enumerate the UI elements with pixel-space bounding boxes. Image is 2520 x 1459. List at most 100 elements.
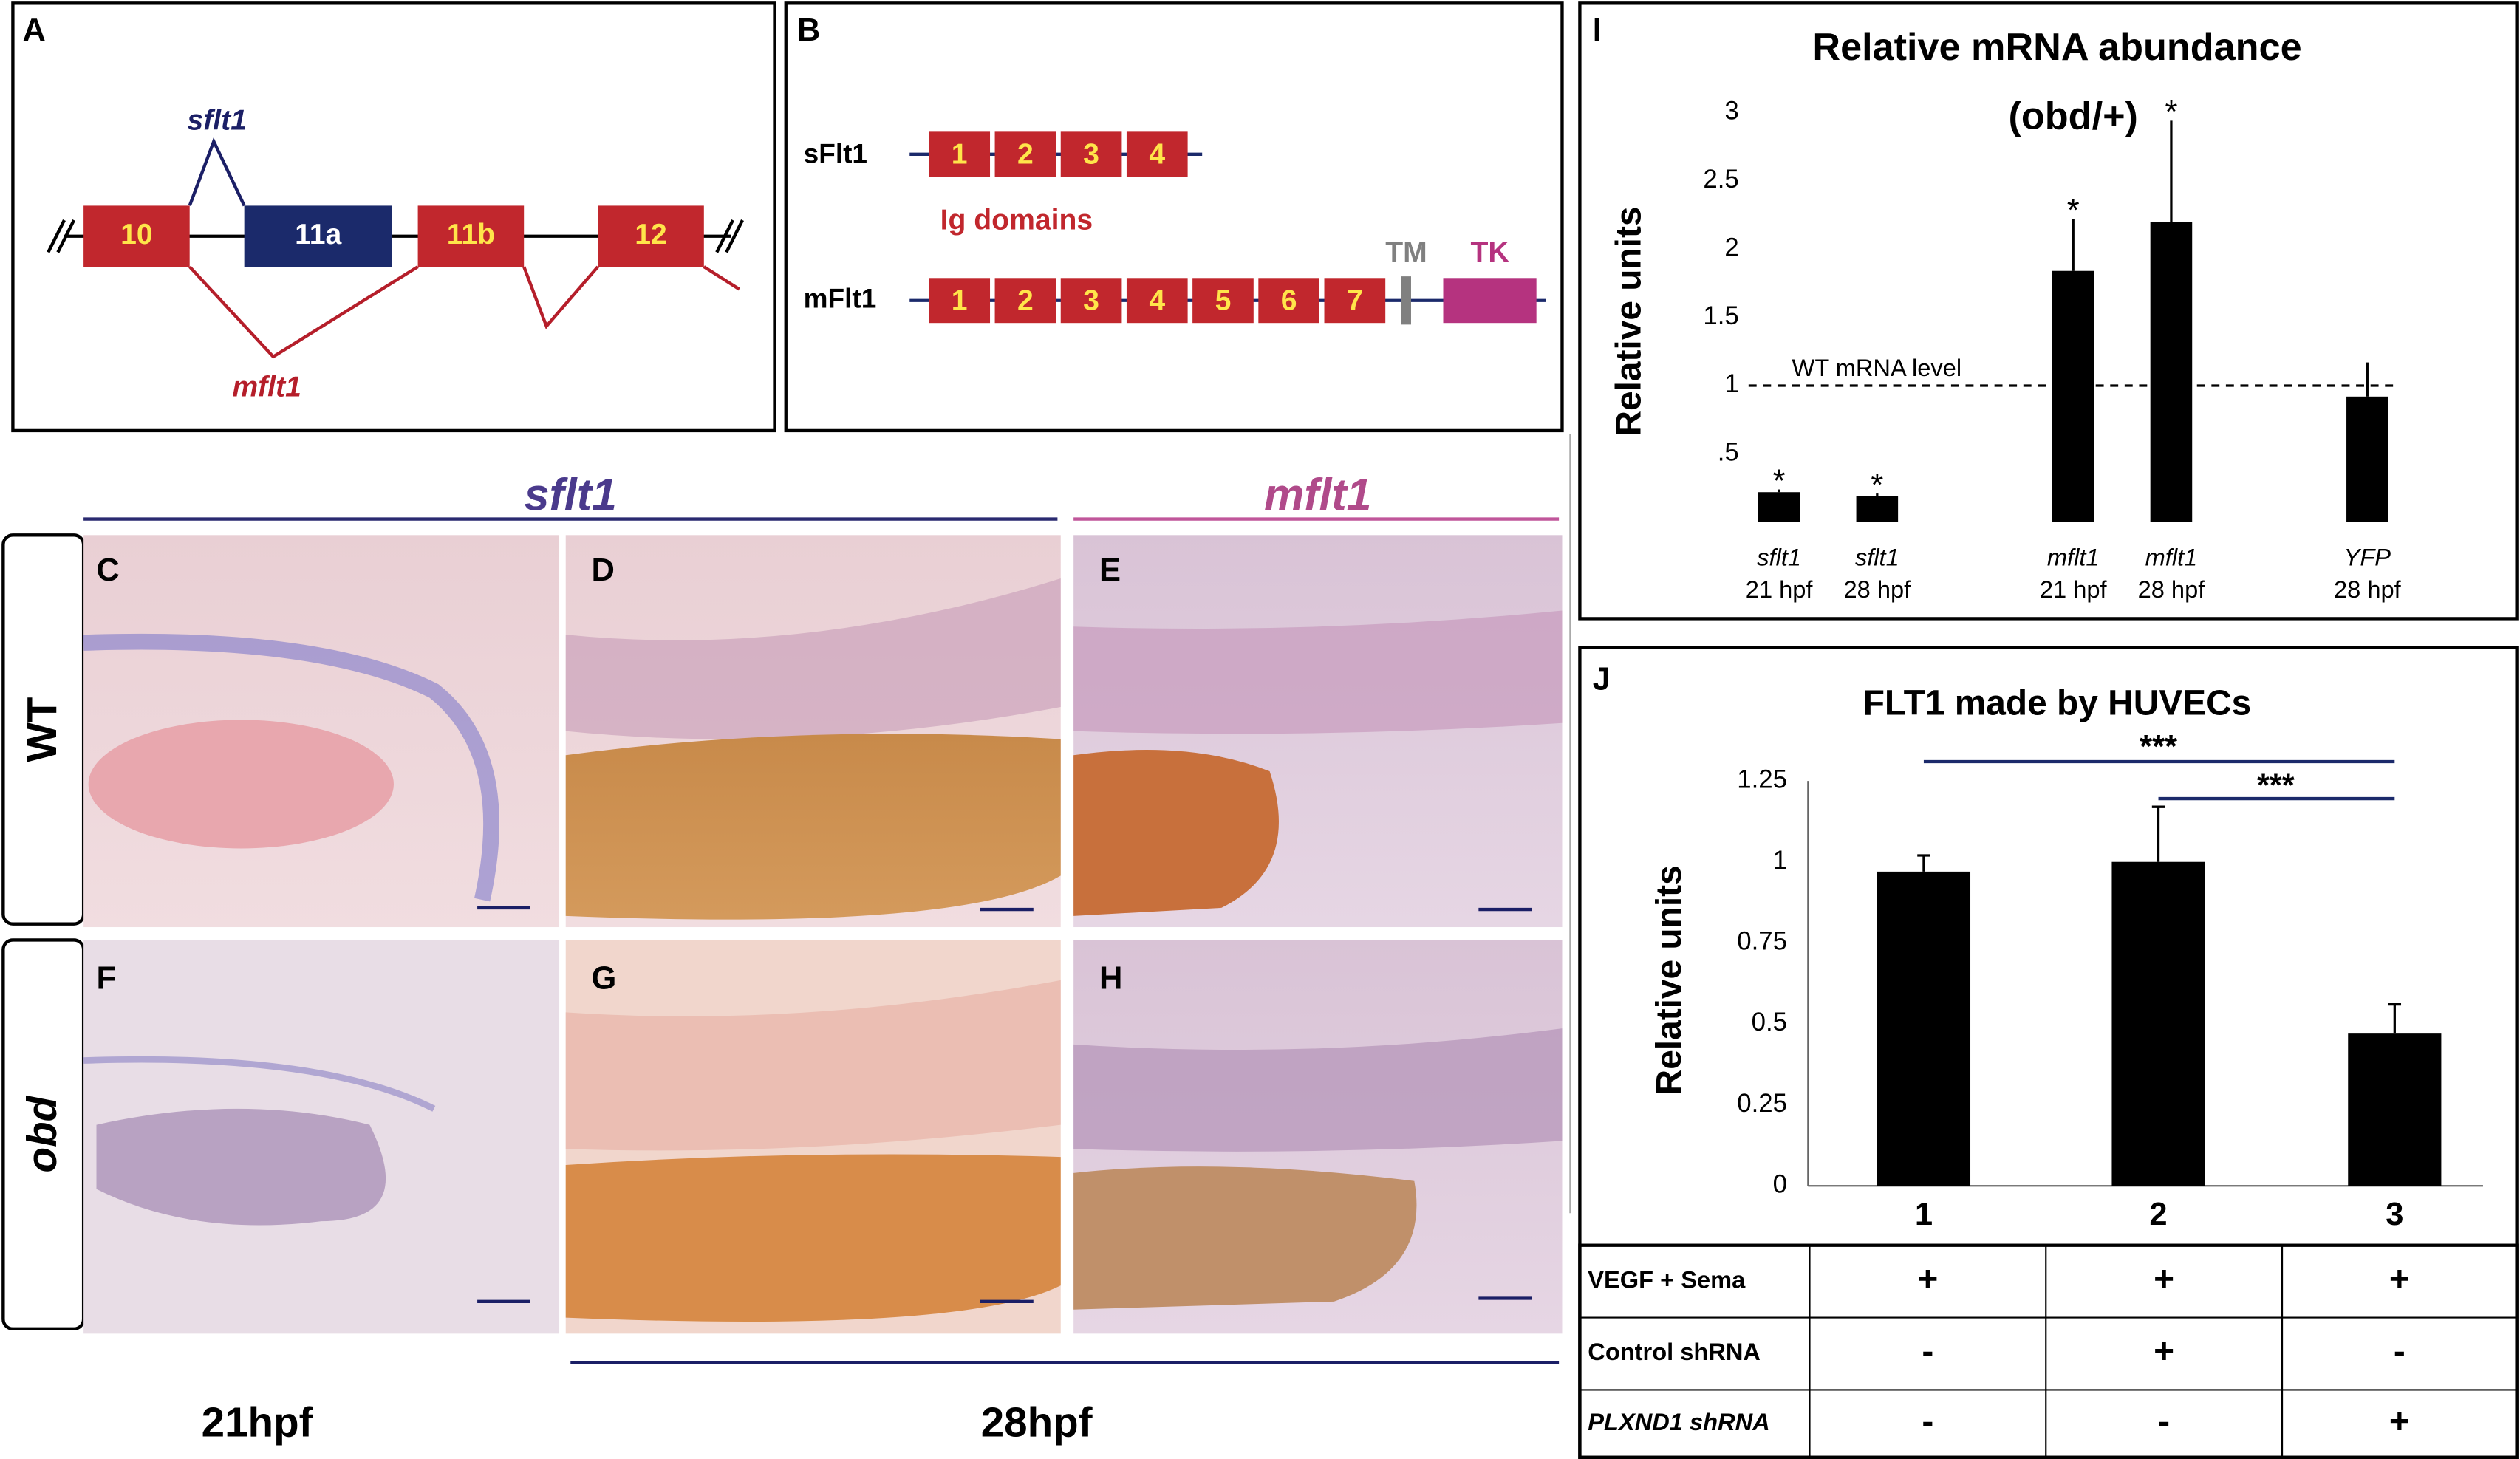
exon [83,205,190,267]
exon-label: 11b [447,219,495,250]
image-detail [1073,610,1563,734]
exon-label: 10 [120,219,153,250]
tm-domain [1401,276,1411,325]
stage-label: 28hpf [981,1398,1093,1445]
domain-label: 6 [1281,284,1297,316]
y-tick-label: 1.25 [1737,765,1787,793]
protein-name: sFlt1 [804,139,867,169]
cell: - [2394,1332,2405,1371]
break-marks [47,219,744,253]
cell: + [1917,1260,1938,1299]
bar [1856,496,1899,522]
x-tick-label: YFP [2344,544,2391,571]
domain-label: 5 [1215,284,1232,316]
ig-domain [929,131,991,177]
image-label: F [97,960,117,996]
image-label: C [97,553,120,588]
in-situ-images: sflt1 mflt1 WT obd C D E F G H 21hpf 28h… [1,469,1563,1445]
domain-label: 2 [1017,138,1034,170]
cell: + [2389,1402,2410,1441]
significance-label: * [1871,468,1883,503]
chart-subtitle: (obd/+) [2009,95,2138,138]
ig-domain [1126,131,1188,177]
cell: + [2154,1332,2174,1371]
panel-label: J [1593,662,1611,697]
y-axis-label: Relative units [1610,206,1649,436]
y-tick-label: 1.5 [1703,301,1738,330]
image-detail [1073,1166,1417,1310]
domain-label: 4 [1149,138,1165,170]
cell: + [2389,1260,2410,1299]
y-tick-label: 0.75 [1737,927,1787,956]
y-axis-label: Relative units [1650,865,1689,1095]
domain-label: 7 [1347,284,1363,316]
image-label: H [1099,960,1122,996]
panel-frame [784,1,1564,433]
significance-label: * [1773,463,1786,499]
ig-domain [929,278,991,324]
image-detail [565,578,1061,739]
x-tick-label: mflt1 [2145,544,2198,571]
domain-label: 3 [1083,138,1099,170]
bar [2052,270,2094,522]
column-header: mflt1 [1264,469,1371,519]
cell: - [1922,1402,1933,1441]
panel-label: I [1593,13,1602,48]
ig-domain [994,131,1056,177]
y-tick-label: 3 [1724,96,1738,125]
domains: 1 2 3 4 [929,131,1188,177]
x-tick-label: sflt1 [1757,544,1801,571]
panel-b: B sFlt1 1 2 3 4 Ig domains mFlt1 1 2 3 4 5 6 7 TM… [784,1,1564,433]
x-tick-label: sflt1 [1855,544,1899,571]
y-tick-label: 2.5 [1703,165,1738,194]
domains: 1 2 3 4 5 6 7 [929,278,1386,324]
ig-domain [1126,278,1188,324]
y-tick-label: 1 [1724,369,1738,398]
cell: + [2154,1260,2174,1299]
bar [1877,871,1971,1186]
ig-domain [1192,278,1254,324]
mflt1-splice [188,265,740,359]
panel-a: A 10 11a 11b 12 sflt1 mflt1 [11,1,776,433]
x-tick-label: mflt1 [2047,544,2100,571]
exon-label: 12 [635,219,667,250]
ig-domain [1060,131,1122,177]
x-tick-sublabel: 21 hpf [2040,575,2108,603]
table-frame [1578,1243,2519,1459]
isoform-label: mflt1 [232,372,301,403]
ig-domain [1324,278,1386,324]
exon-label: 11a [295,219,342,250]
image-detail [565,980,1061,1151]
image-label: E [1099,553,1121,588]
panel-label: B [797,13,820,48]
bar [2111,861,2205,1186]
image-detail [565,1154,1061,1322]
image-detail [565,734,1061,920]
ig-domain [1060,278,1122,324]
panel-label: A [22,13,45,48]
x-tick-label: 2 [2149,1197,2167,1232]
row-label: obd [18,1095,65,1172]
isoform-label: sflt1 [187,105,246,137]
image-detail [83,633,499,902]
stage-label: 21hpf [202,1398,313,1445]
domain-label: 4 [1149,284,1165,316]
x-tick-sublabel: 28 hpf [2138,575,2206,603]
y-tick-label: .5 [1718,438,1739,467]
x-tick-label: 1 [1915,1197,1933,1232]
exon [598,205,704,267]
image-detail [1073,750,1279,916]
exon [244,205,392,267]
x-tick-label: 3 [2386,1197,2403,1232]
cell: - [2158,1402,2170,1441]
image-detail [83,1056,436,1112]
image-detail [1073,1028,1563,1152]
tk-label: TK [1470,236,1509,268]
domain-label: 2 [1017,284,1034,316]
y-tick-label: 2 [1724,233,1738,262]
significance-label: * [2067,193,2080,228]
x-tick-sublabel: 28 hpf [2334,575,2402,603]
caption: Ig domains [940,205,1093,236]
row-label: VEGF + Sema [1588,1265,1746,1293]
